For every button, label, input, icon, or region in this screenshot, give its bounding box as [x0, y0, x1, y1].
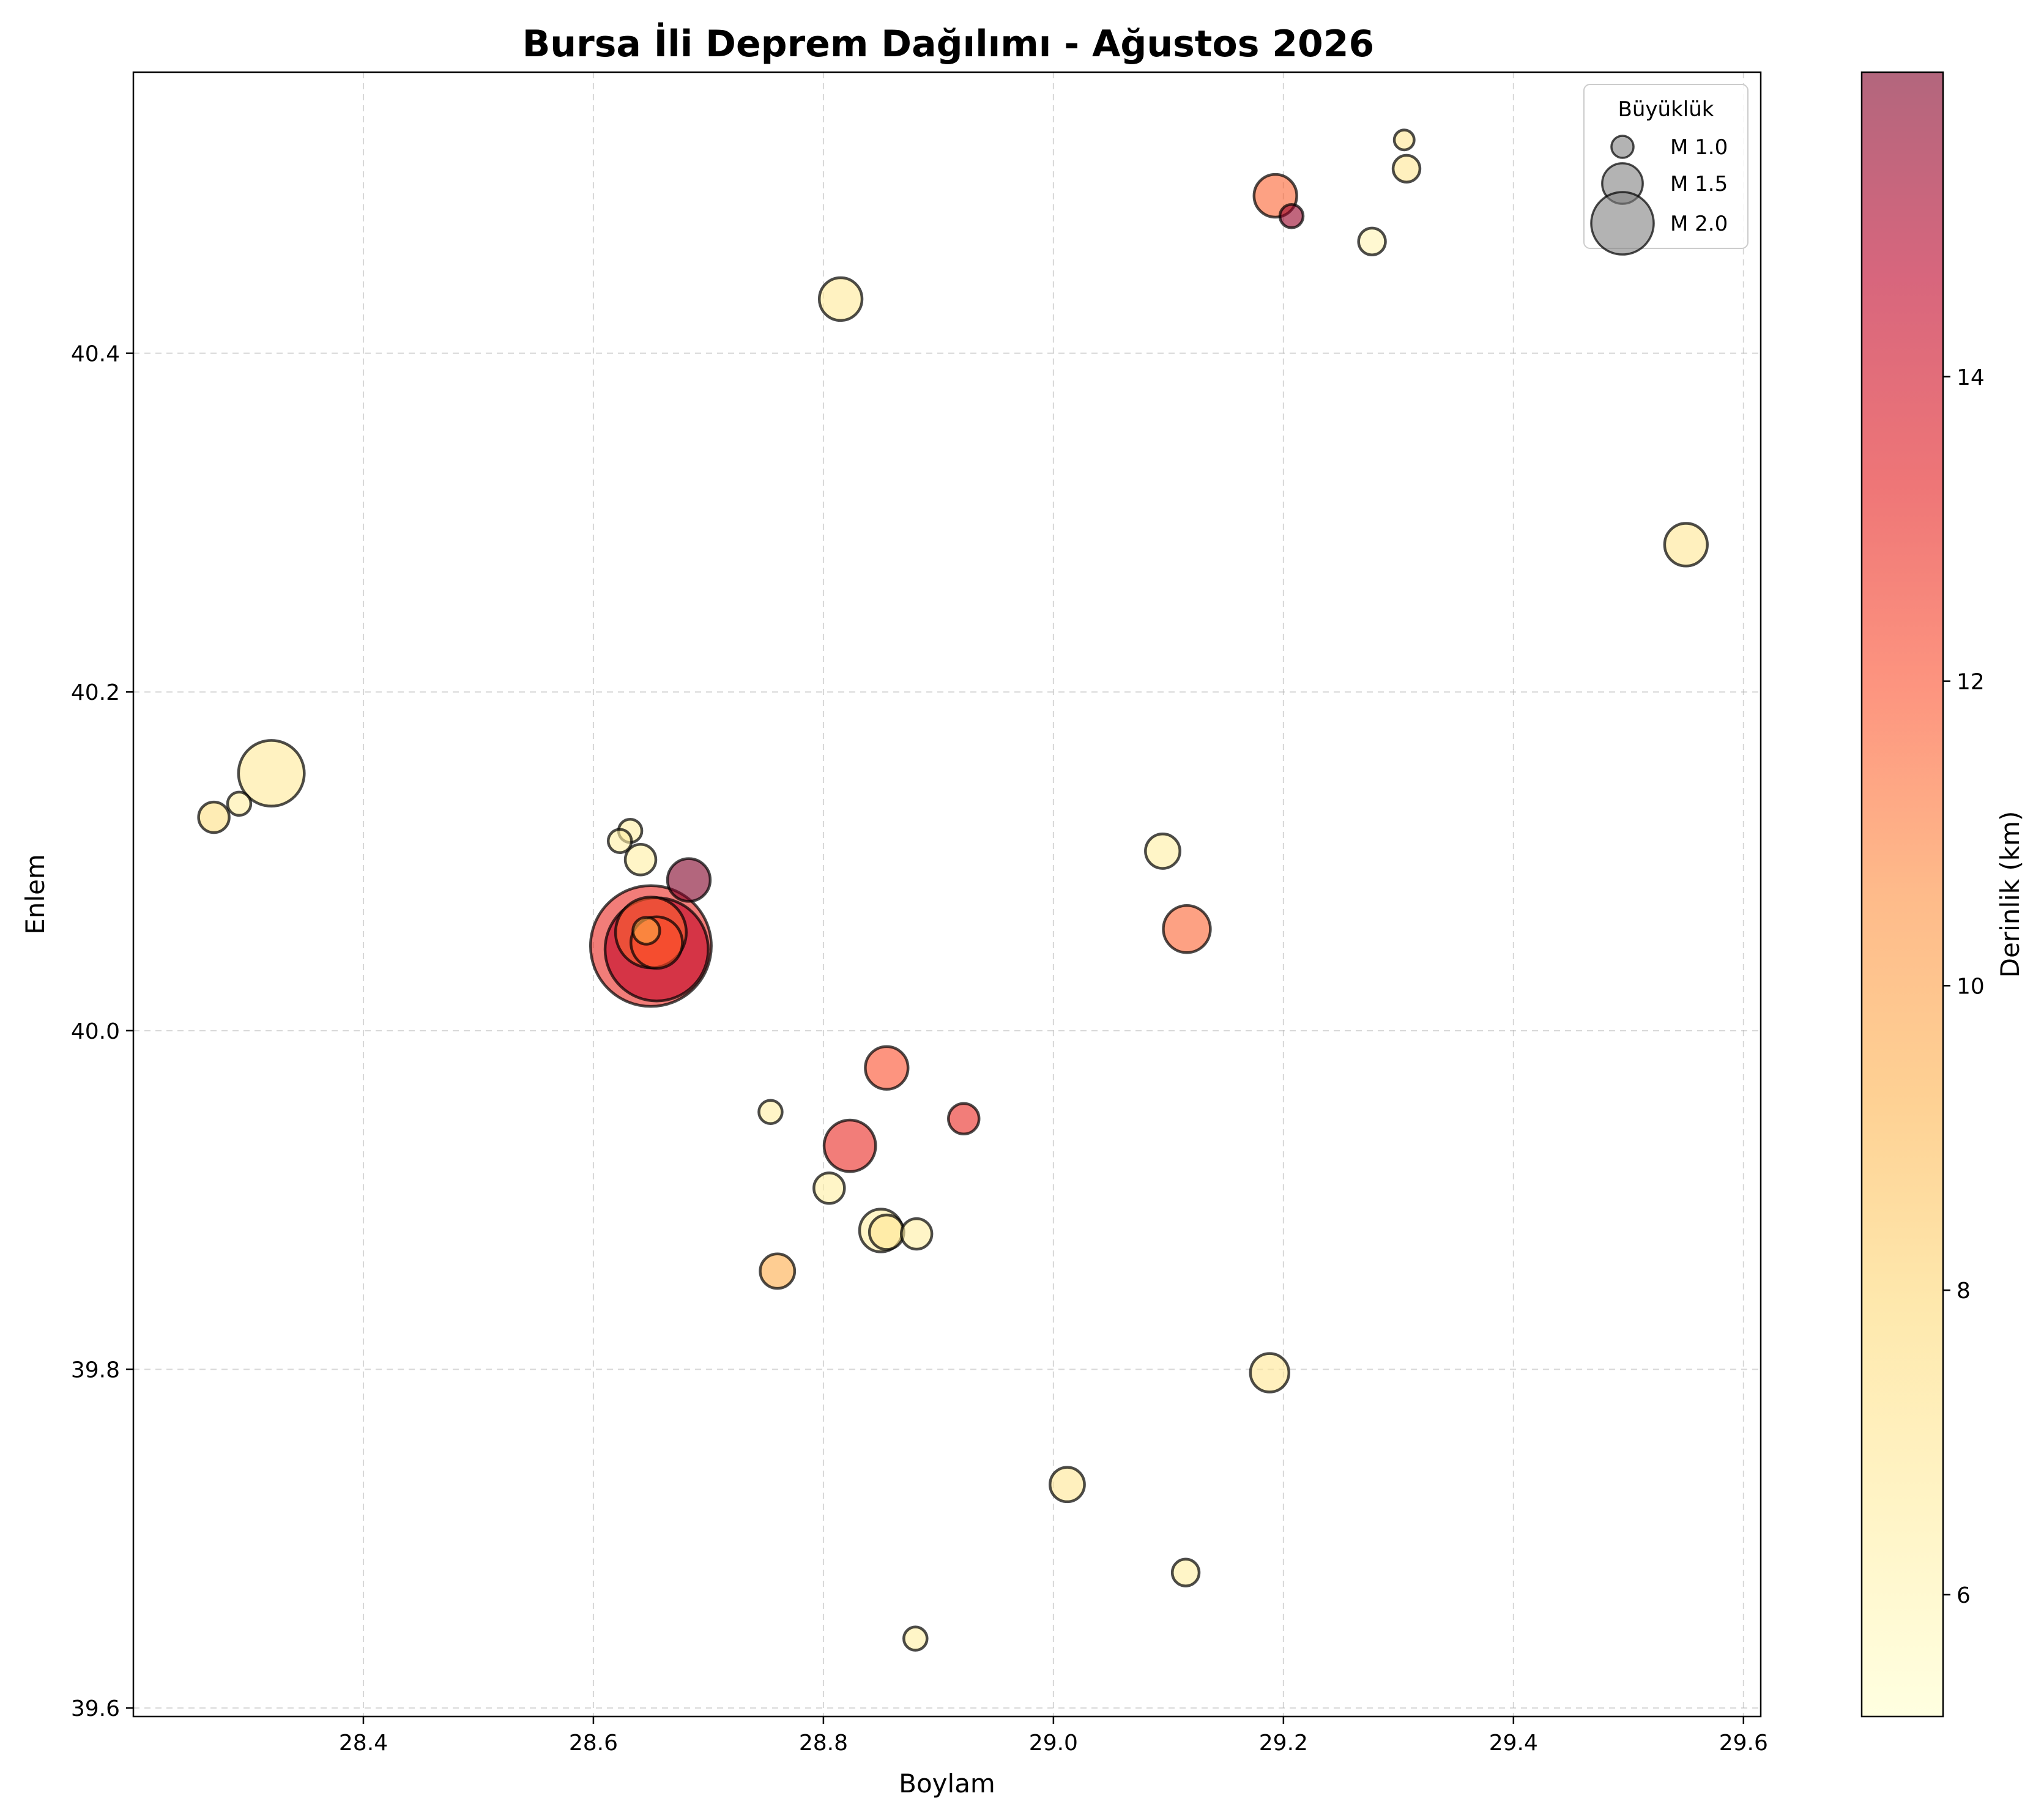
x-tick-label: 28.4	[339, 1731, 388, 1756]
y-axis-label: Enlem	[20, 854, 50, 935]
earthquake-point	[757, 1099, 784, 1125]
legend-title: Büyüklük	[1618, 97, 1714, 122]
earthquake-point	[759, 1252, 797, 1290]
x-tick-label: 29.2	[1259, 1731, 1308, 1756]
y-axis-ticks: 39.6 39.8 40.0 40.2 40.4	[71, 342, 133, 1721]
earthquake-point	[817, 276, 864, 322]
colorbar: 6 8 10 12 14 Derinlik (km)	[1860, 71, 2025, 1718]
legend-label: M 2.0	[1670, 212, 1728, 236]
y-tick-label: 39.6	[71, 1696, 120, 1721]
earthquake-point	[226, 790, 253, 817]
earthquake-point	[197, 800, 231, 834]
earthquake-point	[237, 739, 306, 808]
plot-frame	[132, 71, 1762, 1718]
colorbar-tick-label: 14	[1957, 365, 1985, 390]
earthquake-point	[1391, 154, 1422, 184]
x-tick-label: 29.4	[1489, 1731, 1538, 1756]
earthquake-point	[1049, 1466, 1086, 1504]
x-tick-label: 29.0	[1029, 1731, 1078, 1756]
earthquake-point	[1392, 128, 1416, 152]
earthquake-point	[868, 1213, 905, 1251]
legend: Büyüklük M 1.0 M 1.5 M 2.0	[1583, 84, 1749, 256]
colorbar-tick-label: 12	[1957, 670, 1985, 695]
y-tick-label: 40.2	[71, 680, 120, 705]
x-tick-label: 28.6	[569, 1731, 618, 1756]
earthquake-point	[1278, 203, 1305, 229]
colorbar-ticks: 6 8 10 12 14	[1943, 365, 1985, 1608]
scatter-points	[197, 128, 1709, 1652]
earthquake-point	[1170, 1557, 1201, 1587]
earthquake-point	[899, 1217, 934, 1251]
x-tick-label: 28.8	[799, 1731, 848, 1756]
earthquake-point	[812, 1171, 846, 1205]
earthquake-point	[606, 828, 633, 855]
earthquake-point	[1249, 1352, 1291, 1394]
legend-marker	[1610, 135, 1635, 159]
colorbar-label: Derinlik (km)	[1995, 811, 2025, 978]
earthquake-point	[947, 1102, 981, 1136]
earthquake-point	[1162, 904, 1212, 954]
grid-lines	[133, 72, 1761, 1717]
colorbar-tick-label: 6	[1957, 1583, 1971, 1608]
colorbar-tick-label: 10	[1957, 974, 1985, 999]
x-axis-ticks: 28.4 28.6 28.8 29.0 29.2 29.4 29.6	[339, 1717, 1768, 1756]
chart-title: Bursa İli Deprem Dağılımı - Ağustos 2026	[522, 21, 1375, 65]
y-tick-label: 40.0	[71, 1019, 120, 1044]
colorbar-strip	[1860, 71, 1944, 1718]
earthquake-point	[902, 1625, 929, 1652]
plot-area: 28.4 28.6 28.8 29.0 29.2 29.4 29.6 39.6 39.8 40.…	[71, 71, 1768, 1756]
y-tick-label: 39.8	[71, 1358, 120, 1383]
x-tick-label: 29.6	[1719, 1731, 1768, 1756]
x-axis-label: Boylam	[899, 1769, 995, 1798]
earthquake-point	[822, 1118, 877, 1173]
earthquake-point	[1144, 832, 1181, 870]
legend-label: M 1.0	[1670, 135, 1728, 160]
legend-entries: M 1.0 M 1.5 M 2.0	[1590, 135, 1728, 256]
earthquake-point	[623, 843, 658, 877]
colorbar-tick-label: 8	[1957, 1279, 1971, 1304]
earthquake-point	[1357, 226, 1387, 256]
earthquake-point	[631, 916, 661, 946]
plot-background	[133, 72, 1761, 1717]
earthquake-point	[666, 857, 712, 903]
legend-marker	[1590, 191, 1655, 256]
earthquake-point	[864, 1045, 910, 1091]
earthquake-point	[1663, 522, 1709, 568]
legend-label: M 1.5	[1670, 172, 1728, 196]
y-tick-label: 40.4	[71, 342, 120, 367]
